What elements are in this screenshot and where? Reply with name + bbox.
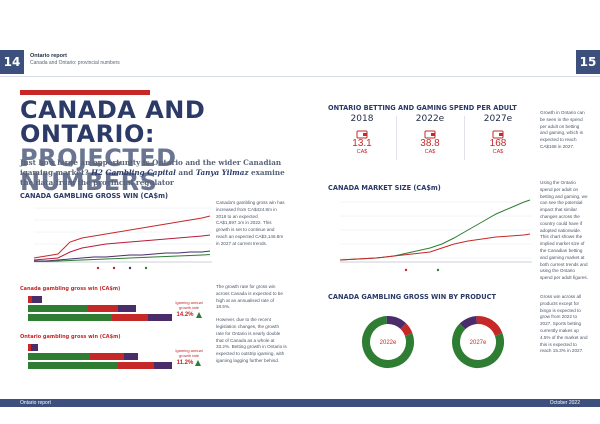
spend-currency: CA$ — [356, 149, 368, 155]
market-size-title: CANADA MARKET SIZE (CA$m) — [328, 184, 441, 192]
spend-col-2027: 2027e 168 CA$ — [468, 114, 528, 155]
bar-row-1 — [28, 344, 38, 351]
header-subtitle: Canada and Ontario: provincial numbers — [30, 60, 120, 66]
wallet-icon — [424, 130, 436, 139]
canada-bar-title: Canada gambling gross win (CA$m) — [20, 286, 121, 292]
growth-note: The growth rate for gross win across Can… — [216, 284, 288, 365]
spend-divider — [464, 116, 465, 160]
left-page: CANADA AND ONTARIO: PROJECTED NUMBERS Ju… — [20, 80, 292, 396]
series-line-red — [33, 215, 211, 259]
author-1: H2 Gambling Capital — [91, 168, 176, 177]
page-number-right: 15 — [576, 50, 600, 74]
title-accent-bar — [20, 90, 150, 95]
spend-currency: CA$ — [492, 149, 504, 155]
page-header: 14 Ontario report Canada and Ontario: pr… — [0, 50, 600, 74]
donut-2027-label: 2027e — [470, 340, 487, 346]
page-title: CANADA AND ONTARIO: PROJECTED NUMBERS — [20, 98, 292, 194]
ontario-cagr-value: 11.2% — [176, 360, 194, 366]
title-line-1: CANADA AND ONTARIO: — [20, 96, 206, 148]
bar-row-3 — [28, 362, 172, 369]
header-text: Ontario report Canada and Ontario: provi… — [30, 53, 120, 66]
growth-note-a: The growth rate for gross win across Can… — [216, 284, 283, 310]
donut-2022-label: 2022e — [380, 340, 397, 346]
ontario-bar-title: Ontario gambling gross win (CA$m) — [20, 334, 121, 340]
series-line-crimson — [33, 234, 211, 261]
header-title: Ontario report — [30, 53, 67, 59]
canada-cagr-label: Igaming annual growth rate — [175, 300, 203, 310]
wallet-icon — [356, 130, 368, 139]
product-donut-charts: 2022e 2027e — [362, 316, 504, 368]
canada-cagr-value: 14.2% — [176, 312, 194, 318]
page-footer — [0, 399, 600, 407]
right-page: ONTARIO BETTING AND GAMING SPEND PER ADU… — [306, 80, 589, 396]
footer-right: October 2022 — [549, 400, 580, 406]
spend-col-2018: 2018 13.1 CA$ — [332, 114, 392, 155]
spend-value: 38.8 — [420, 138, 440, 149]
series-line-green — [34, 254, 211, 262]
growth-note-b: However, due to the recent legislation c… — [216, 317, 287, 363]
gross-win-note: Canada's gambling gross win has increase… — [216, 200, 285, 246]
gross-win-line-chart — [33, 207, 212, 270]
spend-title: ONTARIO BETTING AND GAMING SPEND PER ADU… — [328, 104, 517, 112]
title-line-2: PROJECTED NUMBERS — [20, 144, 177, 196]
spend-col-2022: 2022e 38.8 CA$ — [400, 114, 460, 155]
chart-legend — [96, 266, 148, 270]
spend-year: 2022e — [415, 114, 445, 124]
bar-row-3 — [28, 314, 172, 321]
spend-value: 13.1 — [352, 138, 372, 149]
wallet-icon — [492, 130, 504, 139]
donut-2022 — [362, 316, 414, 368]
bar-row-1 — [28, 296, 42, 303]
ontario-cagr: Igaming annual growth rate 11.2% — [170, 348, 208, 366]
spend-note: Growth in Ontario can be seen in the spe… — [540, 110, 585, 149]
ontario-stacked-bar-chart — [28, 344, 172, 369]
footer-left: Ontario report — [20, 400, 51, 406]
bar-row-2 — [28, 353, 138, 360]
product-note: Gross win across all products except for… — [540, 294, 588, 354]
up-arrow-icon — [195, 312, 202, 318]
spend-value: 168 — [489, 138, 507, 149]
header-divider — [0, 76, 600, 77]
bar-row-2 — [28, 305, 136, 312]
gross-win-chart-title: CANADA GAMBLING GROSS WIN (CA$m) — [20, 192, 168, 200]
canada-stacked-bar-chart — [28, 296, 172, 321]
product-title: CANADA GAMBLING GROSS WIN BY PRODUCT — [328, 293, 496, 301]
spend-divider — [396, 116, 397, 160]
donut-2027 — [452, 316, 504, 368]
market-size-line-chart — [339, 199, 532, 272]
canada-cagr: Igaming annual growth rate 14.2% — [170, 300, 208, 318]
intro-paragraph: Just how large an opportunity is Ontario… — [20, 158, 285, 187]
page-number-left: 14 — [0, 50, 24, 74]
spend-year: 2018 — [350, 114, 374, 124]
ontario-cagr-label: Igaming annual growth rate — [175, 348, 203, 358]
spend-per-adult: 2018 13.1 CA$ 2022e 38.8 CA$ 2027e 168 C… — [328, 114, 524, 164]
market-note: Using the Ontario spend per adult on bet… — [540, 180, 589, 281]
spend-year: 2027e — [483, 114, 513, 124]
author-2: Tanya Yilmaz — [195, 168, 249, 177]
series-line-red — [339, 233, 531, 261]
chart-gridlines — [34, 207, 212, 257]
series-line-purple — [34, 250, 211, 262]
spend-currency: CA$ — [424, 149, 436, 155]
up-arrow-icon — [195, 360, 202, 366]
chart-legend — [404, 268, 440, 272]
